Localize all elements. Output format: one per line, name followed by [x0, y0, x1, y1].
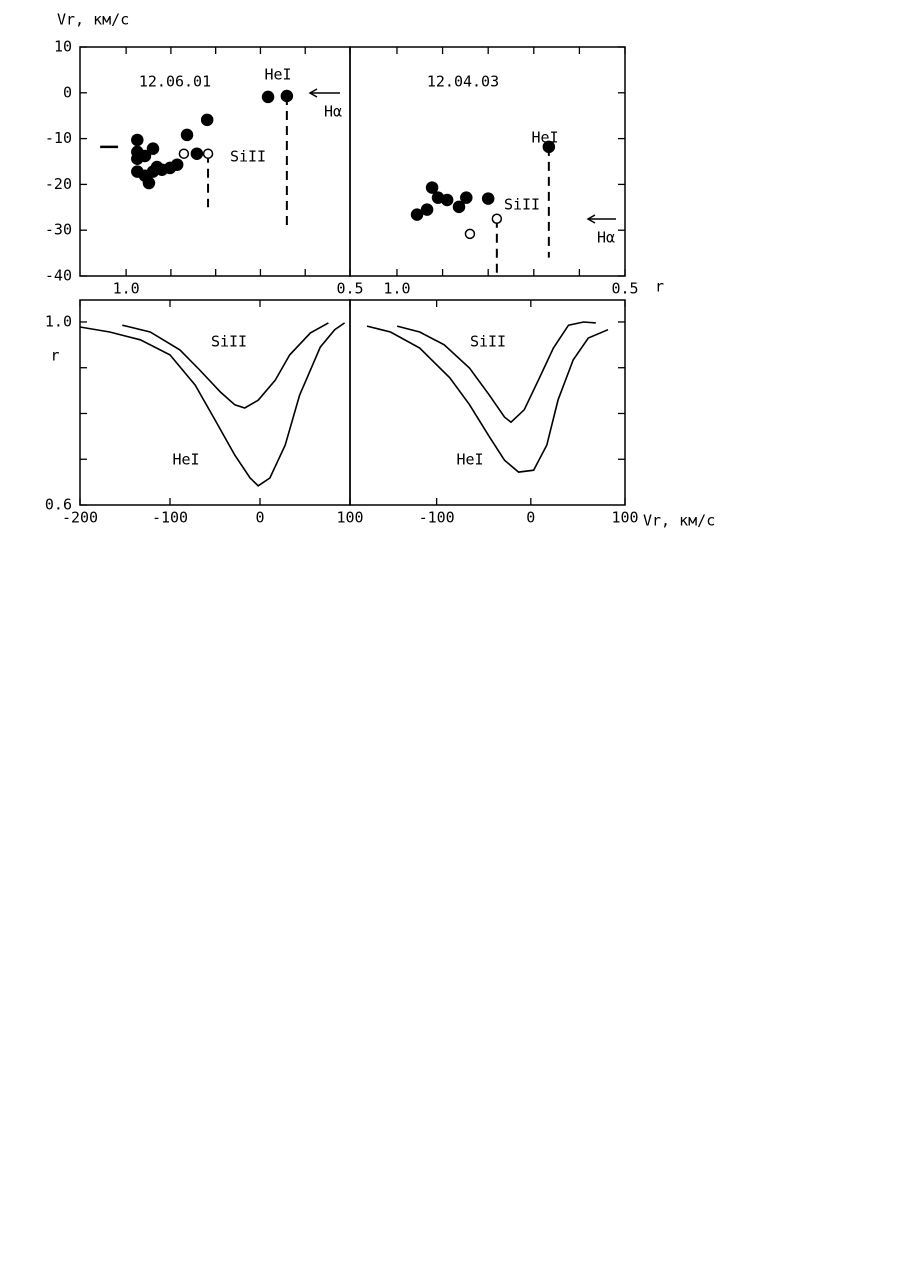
filled-point [542, 140, 556, 154]
filled-point [170, 158, 184, 171]
line-label: SiII [211, 333, 247, 351]
profile-line [396, 321, 596, 424]
filled-point [425, 181, 439, 194]
annotation: Hα [324, 103, 342, 121]
y-axis-label: r [50, 347, 59, 365]
annotation: SiII [230, 148, 266, 166]
arrow-head [586, 214, 596, 224]
x-axis-label: Vr, км/с [643, 512, 715, 530]
filled-point [261, 90, 275, 104]
y-tick-label: -20 [45, 175, 72, 193]
profile-line [79, 322, 346, 487]
annotation: SiII [504, 196, 540, 214]
plot-frame [349, 46, 626, 277]
filled-point [131, 133, 144, 147]
open-point [178, 148, 190, 159]
filled-point [280, 89, 294, 103]
x-tick-label: 0.5 [611, 280, 638, 298]
filled-point [460, 191, 473, 204]
open-point [202, 148, 214, 159]
filled-point [420, 203, 434, 216]
filled-point [481, 192, 495, 205]
arrow-head [308, 88, 318, 98]
filled-point [452, 200, 466, 214]
plot-frame [349, 299, 626, 506]
line-label: HeI [456, 451, 483, 469]
y-tick-label: 1.0 [45, 312, 72, 330]
filled-point [410, 208, 424, 221]
line-label: HeI [172, 451, 199, 469]
x-tick-label: 0 [526, 509, 535, 527]
annotation: HeI [264, 66, 291, 84]
filled-point [440, 193, 454, 207]
profile-line [366, 325, 609, 473]
y-tick-label: 0 [63, 83, 72, 101]
x-tick-label: 100 [336, 509, 363, 527]
filled-point [200, 113, 214, 127]
y-axis-label: Vr, км/с [57, 11, 129, 29]
x-tick-label: 0.5 [336, 280, 363, 298]
annotation: 12.04.03 [427, 73, 499, 91]
annotation: Hα [597, 229, 615, 247]
x-tick-label: 0 [255, 509, 264, 527]
y-tick-label: -30 [45, 221, 72, 239]
x-tick-label: -100 [419, 509, 455, 527]
x-tick-label: -100 [152, 509, 188, 527]
x-tick-label: -200 [62, 509, 98, 527]
filled-point [180, 128, 194, 142]
open-point [491, 213, 503, 224]
filled-point [142, 176, 156, 190]
y-tick-label: -10 [45, 129, 72, 147]
x-axis-label: r [655, 278, 664, 296]
annotation: 12.06.01 [139, 73, 211, 91]
filled-point [190, 147, 204, 160]
line-label: SiII [470, 333, 506, 351]
y-tick-label: 10 [54, 38, 72, 56]
x-tick-label: 100 [611, 509, 638, 527]
x-tick-label: 1.0 [383, 280, 410, 298]
y-tick-label: -40 [45, 267, 72, 285]
open-point [464, 228, 476, 240]
plot-frame [79, 299, 351, 506]
filled-point [146, 142, 160, 155]
profile-line [122, 322, 329, 409]
y-tick-label: 0.6 [45, 496, 72, 514]
x-tick-label: 1.0 [113, 280, 140, 298]
filled-point [138, 149, 152, 163]
plot-frame [79, 46, 351, 277]
annotation: HeI [531, 129, 558, 147]
